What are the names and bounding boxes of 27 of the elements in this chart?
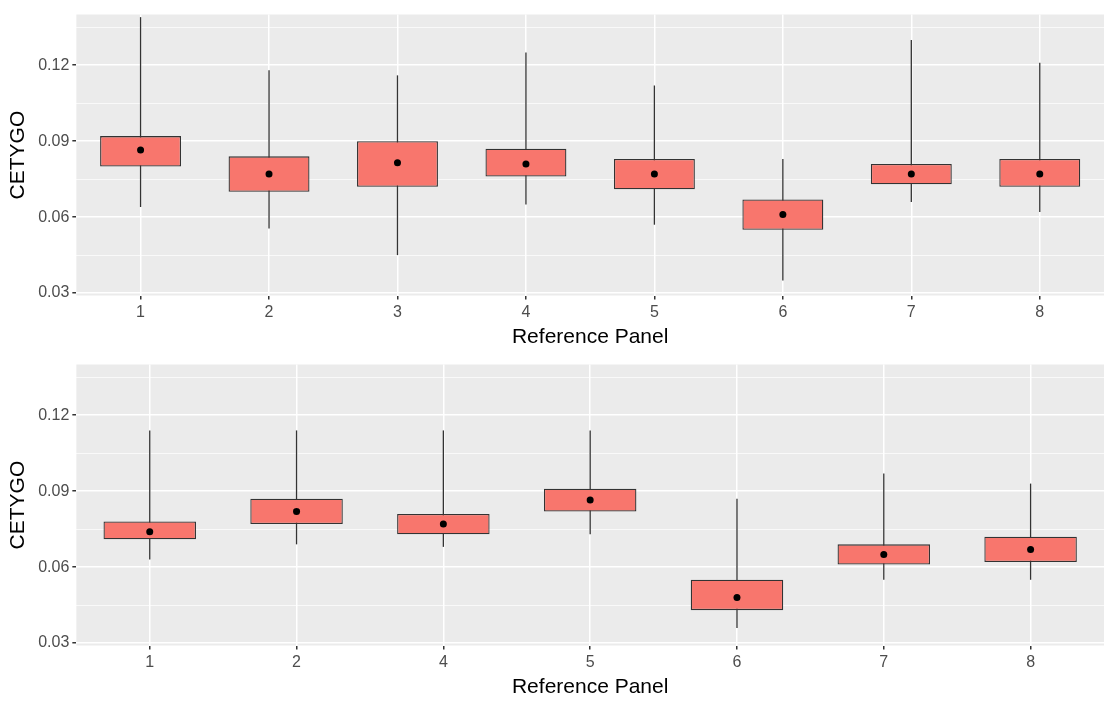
y-axis-title: CETYGO (5, 110, 29, 200)
y-tick-label: 0.12 (38, 405, 70, 423)
y-tick-label: 0.06 (38, 207, 70, 225)
x-tick-label: 8 (1035, 302, 1045, 320)
x-tick-label: 4 (438, 652, 448, 670)
y-tick-label: 0.09 (38, 481, 70, 499)
x-tick-label: 8 (1026, 652, 1036, 670)
y-axis-title: CETYGO (5, 460, 29, 550)
x-tick-label: 2 (292, 652, 302, 670)
y-tick-label: 0.03 (38, 633, 70, 651)
x-tick-label: 5 (649, 302, 659, 320)
y-tick-label: 0.03 (38, 283, 70, 301)
y-tick-label: 0.09 (38, 131, 70, 149)
x-tick-label: 6 (778, 302, 788, 320)
x-tick-label: 5 (585, 652, 595, 670)
y-tick-label: 0.12 (38, 55, 70, 73)
x-tick-label: 6 (732, 652, 742, 670)
x-tick-label: 7 (879, 652, 889, 670)
x-tick-label: 2 (264, 302, 274, 320)
x-tick-label: 7 (906, 302, 916, 320)
x-axis-title: Reference Panel (511, 324, 669, 348)
x-tick-label: 1 (136, 302, 146, 320)
x-tick-label: 3 (393, 302, 403, 320)
y-tick-label: 0.06 (38, 557, 70, 575)
x-axis-title: Reference Panel (511, 674, 669, 698)
x-tick-label: 1 (145, 652, 155, 670)
x-tick-label: 4 (521, 302, 531, 320)
